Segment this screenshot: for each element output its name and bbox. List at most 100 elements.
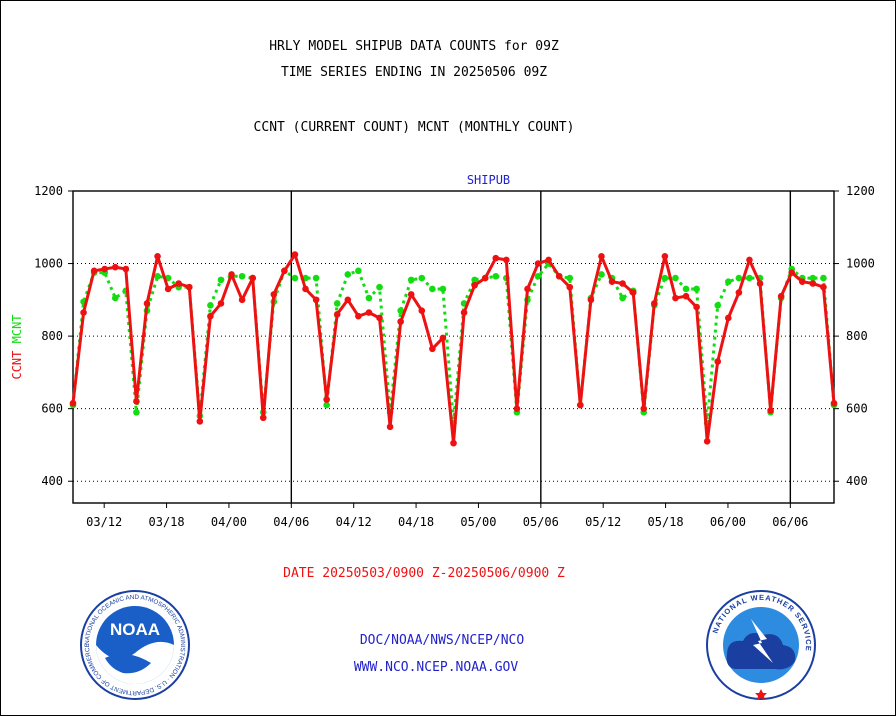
x-tick-label: 05/12: [585, 515, 621, 529]
data-point-ccnt: [598, 253, 605, 260]
data-point-ccnt: [524, 285, 531, 293]
y-tick-label-left: 800: [41, 329, 63, 343]
data-point-ccnt: [270, 291, 278, 298]
data-point-ccnt: [767, 407, 774, 414]
data-point-mcnt: [439, 285, 447, 293]
data-point-ccnt: [693, 303, 700, 311]
data-point-ccnt: [608, 278, 616, 285]
data-point-mcnt: [238, 272, 246, 280]
data-point-ccnt: [703, 438, 711, 445]
data-point-ccnt: [312, 296, 320, 304]
data-point-ccnt: [90, 267, 98, 275]
data-point-mcnt: [207, 301, 214, 309]
data-point-mcnt: [111, 294, 119, 302]
data-point-ccnt: [196, 418, 204, 425]
data-point-ccnt: [661, 253, 669, 260]
y-tick-label-right: 1200: [846, 184, 875, 198]
data-point-mcnt: [746, 274, 753, 282]
x-tick-label: 04/12: [336, 515, 372, 529]
data-point-ccnt: [672, 294, 679, 302]
data-point-ccnt: [492, 254, 500, 262]
x-tick-label: 03/18: [149, 515, 185, 529]
data-point-mcnt: [714, 301, 722, 309]
data-point-ccnt: [725, 314, 732, 322]
x-tick-label: 06/00: [710, 515, 746, 529]
data-point-ccnt: [439, 334, 447, 342]
data-point-mcnt: [534, 272, 542, 280]
data-point-ccnt: [820, 283, 827, 291]
data-point-ccnt: [69, 399, 77, 407]
data-point-ccnt: [429, 345, 436, 353]
y-tick-label-left: 400: [41, 474, 63, 488]
x-tick-label: 05/00: [460, 515, 496, 529]
data-point-ccnt: [503, 256, 510, 264]
data-point-ccnt: [471, 282, 478, 289]
data-point-mcnt: [355, 267, 362, 275]
data-point-ccnt: [587, 296, 595, 304]
y-tick-label-left: 1200: [34, 184, 63, 198]
data-point-mcnt: [725, 278, 732, 285]
nws-logo: NATIONAL WEATHER SERVICE: [706, 590, 816, 700]
chart-title: SHIPUB: [467, 173, 510, 187]
data-point-mcnt: [598, 271, 605, 278]
data-point-ccnt: [798, 278, 806, 285]
data-point-ccnt: [164, 285, 172, 293]
data-point-mcnt: [376, 283, 383, 291]
y-tick-label-right: 400: [846, 474, 868, 488]
data-point-ccnt: [143, 300, 151, 307]
data-point-ccnt: [619, 280, 626, 287]
data-point-ccnt: [450, 439, 457, 447]
x-tick-label: 05/18: [648, 515, 684, 529]
data-point-ccnt: [809, 280, 817, 287]
noaa-logo-text: NOAA: [110, 620, 160, 639]
data-point-mcnt: [323, 401, 330, 409]
star-icon: [755, 689, 767, 700]
data-point-ccnt: [777, 292, 785, 300]
data-point-mcnt: [154, 272, 161, 280]
data-point-ccnt: [534, 260, 542, 267]
data-point-mcnt: [735, 274, 743, 282]
data-point-ccnt: [481, 274, 489, 282]
data-point-mcnt: [682, 285, 690, 293]
data-point-mcnt: [291, 274, 299, 282]
data-point-mcnt: [619, 294, 626, 302]
data-point-mcnt: [429, 285, 436, 293]
data-point-mcnt: [365, 294, 373, 302]
data-point-ccnt: [651, 300, 658, 307]
data-point-mcnt: [217, 276, 225, 284]
data-point-ccnt: [640, 405, 648, 412]
data-point-ccnt: [386, 423, 394, 431]
data-point-ccnt: [376, 314, 383, 322]
data-point-ccnt: [355, 312, 362, 320]
y-axis-label-mcnt: MCNT: [10, 314, 24, 350]
data-point-ccnt: [217, 300, 225, 307]
data-point-mcnt: [672, 274, 679, 282]
data-point-ccnt: [756, 280, 764, 287]
data-point-ccnt: [323, 396, 330, 403]
data-point-mcnt: [809, 274, 817, 282]
data-point-mcnt: [312, 274, 320, 282]
y-tick-label-right: 1000: [846, 257, 875, 271]
data-point-ccnt: [238, 296, 246, 304]
x-tick-label: 04/00: [211, 515, 247, 529]
data-point-mcnt: [492, 272, 500, 280]
data-point-ccnt: [122, 265, 130, 273]
data-point-ccnt: [185, 283, 193, 291]
data-point-ccnt: [175, 280, 182, 287]
data-point-ccnt: [154, 253, 161, 260]
data-point-ccnt: [629, 289, 637, 296]
plot-area-frame: [72, 190, 835, 504]
data-point-ccnt: [830, 399, 838, 407]
x-tick-label: 04/18: [398, 515, 434, 529]
data-point-ccnt: [555, 272, 563, 280]
data-point-ccnt: [133, 398, 140, 405]
website-link[interactable]: WWW.NCO.NCEP.NOAA.GOV: [353, 660, 519, 675]
noaa-logo: NOAA NATIONAL OCEANIC AND ATMOSPHERIC AD…: [79, 589, 190, 700]
y-tick-label-right: 800: [846, 329, 868, 343]
data-point-ccnt: [333, 311, 341, 318]
data-point-mcnt: [344, 271, 352, 278]
data-point-ccnt: [682, 292, 690, 300]
data-point-ccnt: [101, 265, 109, 273]
y-tick-label-left: 600: [41, 402, 63, 416]
